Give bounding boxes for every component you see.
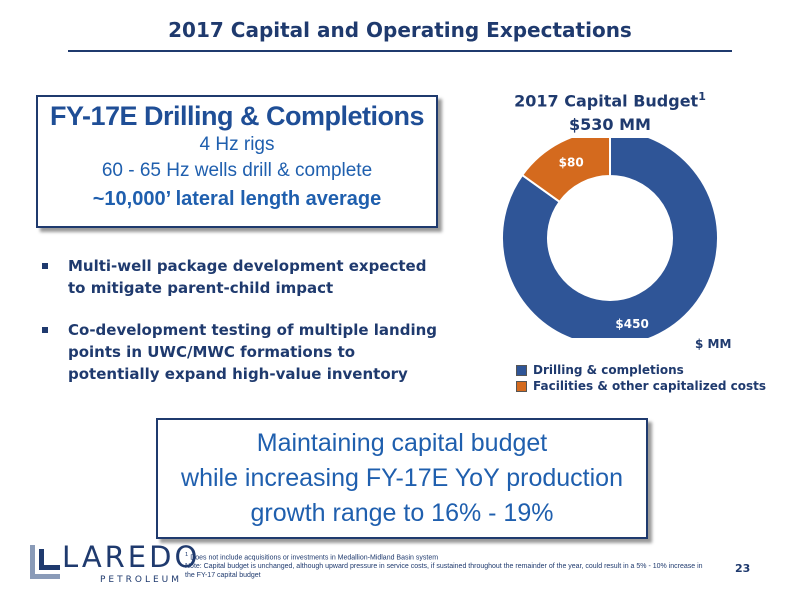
bullet-square-icon xyxy=(42,263,48,269)
logo-wordmark: LAREDO xyxy=(62,540,201,574)
bullet-text: Multi-well package development expected … xyxy=(68,257,427,297)
chart-title: 2017 Capital Budget xyxy=(514,91,699,111)
logo-subtext: PETROLEUM xyxy=(100,575,183,585)
legend-swatch xyxy=(516,380,527,392)
data-label-drilling: $450 xyxy=(615,317,648,331)
page-number: 23 xyxy=(735,562,751,575)
chart-subtitle: $530 MM xyxy=(569,115,651,135)
footnote-marker: 1 xyxy=(185,552,189,558)
bullet-list: Multi-well package development expected … xyxy=(40,255,440,405)
donut-slice-drilling xyxy=(501,138,719,338)
title-divider xyxy=(68,50,732,52)
bullet-item: Multi-well package development expected … xyxy=(40,255,440,299)
drilling-box-rigs: 4 Hz rigs xyxy=(199,134,275,155)
footnote-1: 1 Does not include acquisitions or inves… xyxy=(185,551,710,562)
drilling-box-wells: 60 - 65 Hz wells drill & complete xyxy=(101,160,373,181)
footnote-1-text: Does not include acquisitions or investm… xyxy=(190,554,439,562)
legend-swatch xyxy=(516,364,527,376)
legend-label: Facilities & other capitalized costs xyxy=(533,379,766,393)
bullet-square-icon xyxy=(42,327,48,333)
footnote-2: Note: Capital budget is unchanged, altho… xyxy=(185,563,703,580)
bullet-text: Co-development testing of multiple landi… xyxy=(68,321,438,383)
chart-title-footnote-marker: 1 xyxy=(698,90,706,103)
drilling-completions-box: FY-17E Drilling & Completions 4 Hz rigs … xyxy=(36,95,438,228)
highlight-line: while increasing FY-17E YoY production xyxy=(181,464,623,492)
chart-title-block: 2017 Capital Budget1 $530 MM xyxy=(480,85,740,137)
capital-budget-highlight-box: Maintaining capital budget while increas… xyxy=(156,418,648,539)
legend-item-facilities: Facilities & other capitalized costs xyxy=(516,378,766,394)
highlight-line: Maintaining capital budget xyxy=(256,429,548,457)
slide-title: 2017 Capital and Operating Expectations xyxy=(168,18,632,42)
legend-item-drilling: Drilling & completions xyxy=(516,362,766,378)
data-label-facilities: $80 xyxy=(559,155,584,169)
legend-label: Drilling & completions xyxy=(533,363,684,377)
chart-unit-label: $ MM xyxy=(695,337,732,351)
chart-legend: Drilling & completions Facilities & othe… xyxy=(516,362,766,394)
laredo-logo-icon xyxy=(30,545,60,579)
highlight-line: growth range to 16% - 19% xyxy=(250,499,554,527)
drilling-box-lateral: ~10,000’ lateral length average xyxy=(92,188,382,210)
bullet-item: Co-development testing of multiple landi… xyxy=(40,319,440,385)
footnotes: 1 Does not include acquisitions or inves… xyxy=(185,551,710,580)
capital-budget-donut-chart: $450 $80 xyxy=(501,138,719,338)
donut-slice-facilities xyxy=(520,138,611,204)
drilling-box-heading: FY-17E Drilling & Completions xyxy=(49,101,425,131)
